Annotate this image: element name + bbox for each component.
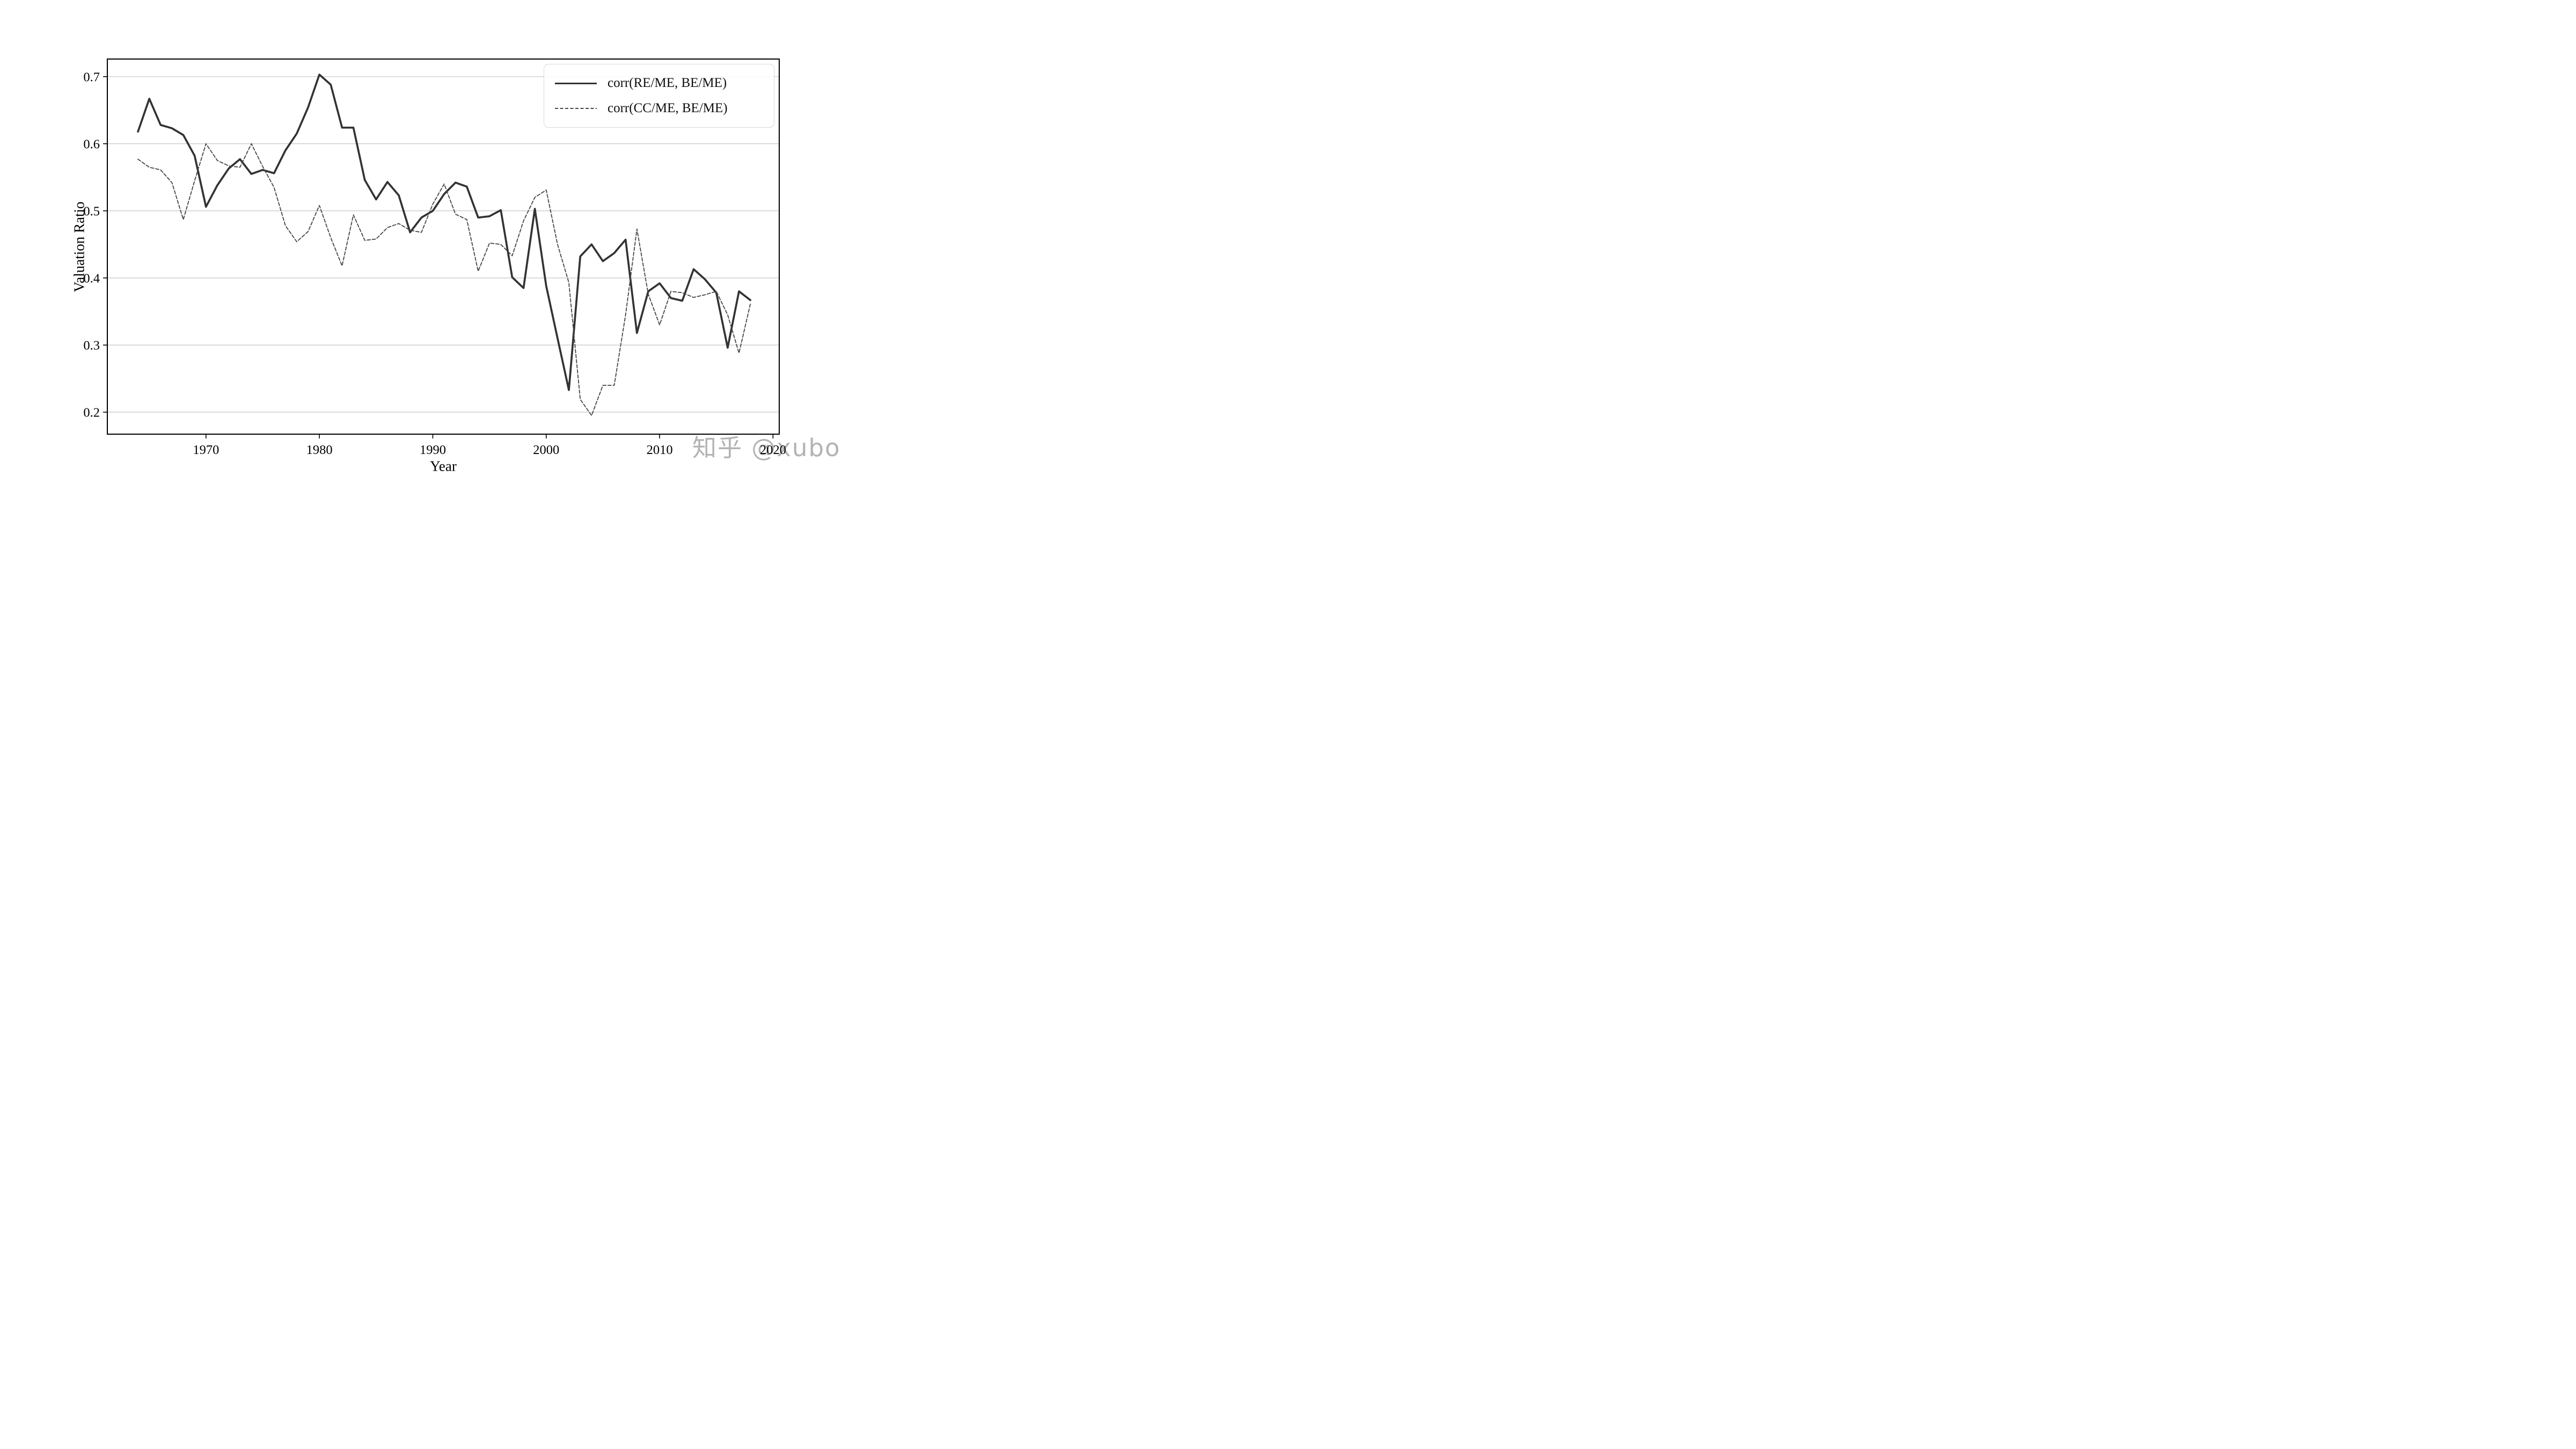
legend-label-re-me: corr(RE/ME, BE/ME) (608, 76, 727, 90)
y-tick-label: 0.5 (83, 204, 100, 218)
x-tick-label: 1980 (306, 443, 333, 457)
y-tick-label: 0.2 (83, 405, 100, 420)
plot-frame (107, 58, 780, 435)
legend-solid-line-icon (555, 82, 597, 84)
x-tick-label: 2000 (533, 443, 559, 457)
figure: 知乎 @xubo 1970 1980 1990 2000 2010 2020 0.2 0.3 0… (0, 0, 859, 483)
x-tick-label: 1970 (193, 443, 219, 457)
watermark: 知乎 @xubo (692, 434, 841, 462)
chart-canvas: 1970 1980 1990 2000 2010 2020 0.2 0.3 0.4 0.5 0.6 0… (83, 58, 786, 457)
series-line-cc-me (137, 143, 751, 416)
x-tick-label: 2020 (760, 443, 786, 457)
y-axis-title: Valuation Ratio (71, 201, 87, 292)
legend-item-cc-me: corr(CC/ME, BE/ME) (555, 98, 762, 119)
legend: corr(RE/ME, BE/ME) corr(CC/ME, BE/ME) (544, 64, 774, 128)
y-tick-label: 0.3 (83, 338, 100, 353)
series-line-re-me (137, 74, 751, 391)
y-tick-label: 0.4 (83, 271, 100, 286)
y-tick-label: 0.6 (83, 137, 100, 151)
legend-label-cc-me: corr(CC/ME, BE/ME) (608, 101, 728, 115)
x-axis-title: Year (430, 458, 457, 474)
legend-dashed-line-icon (555, 108, 597, 109)
y-tick-label: 0.7 (83, 70, 100, 84)
x-tick-label: 2010 (647, 443, 673, 457)
x-tick-label: 1990 (420, 443, 446, 457)
legend-item-re-me: corr(RE/ME, BE/ME) (555, 72, 762, 94)
